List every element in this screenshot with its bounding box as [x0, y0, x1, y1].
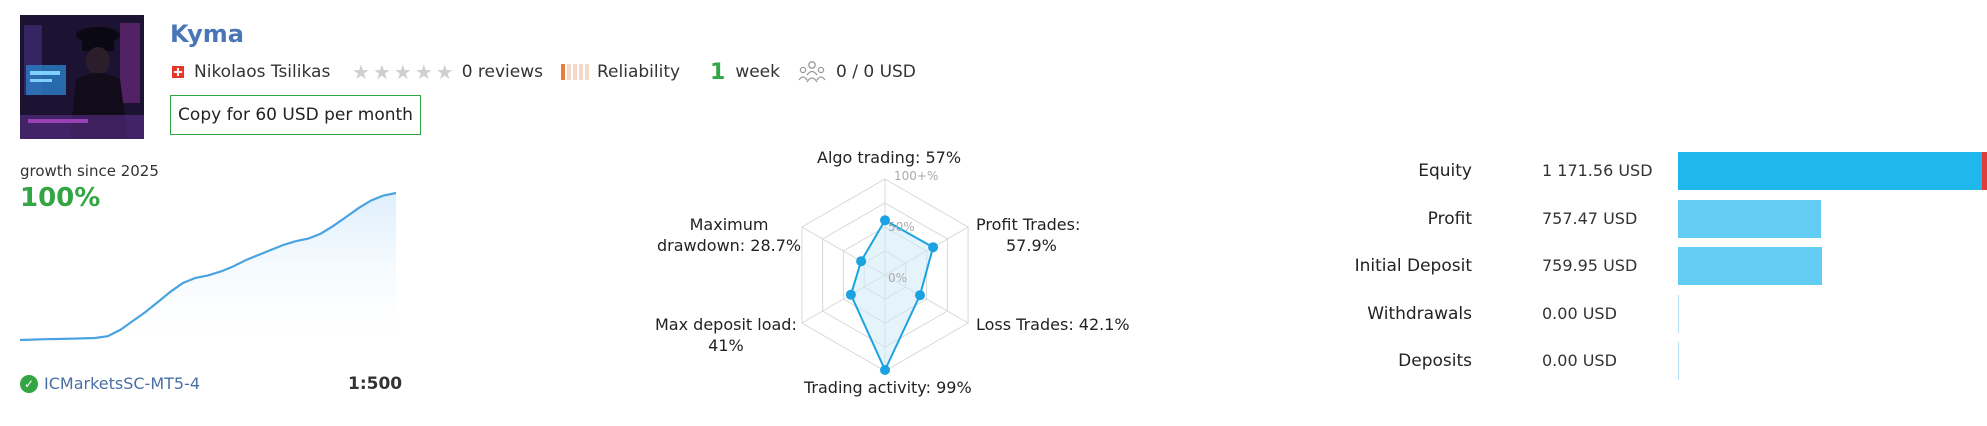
radar-label-drawdown-value: drawdown: 28.7% — [657, 236, 802, 255]
page-title[interactable]: Kyma — [170, 20, 244, 48]
radar-label-profit-title: Profit Trades: — [976, 215, 1081, 234]
subscribers-value: 0 / 0 USD — [836, 62, 916, 82]
subscribers-icon — [798, 61, 826, 83]
stat-bar-empty — [1678, 294, 1679, 333]
reliability-block: Reliability — [561, 60, 680, 84]
age-number: 1 — [710, 59, 726, 85]
server-name[interactable]: ICMarketsSC-MT5-4 — [44, 374, 201, 393]
radar-tick-50: 50% — [888, 220, 915, 234]
radar-chart: 100+% 50% 0% — [801, 169, 969, 375]
radar-label-drawdown-title: Maximum — [689, 215, 769, 234]
stat-label: Withdrawals — [1367, 303, 1472, 324]
stat-value: 1 171.56 USD — [1542, 161, 1653, 180]
radar-point[interactable] — [845, 289, 856, 300]
author-block: Nikolaos Tsilikas — [172, 60, 330, 84]
radar-point[interactable] — [880, 365, 890, 375]
radar-label-deposit-title: Max deposit load: — [655, 315, 797, 334]
author-name[interactable]: Nikolaos Tsilikas — [194, 62, 331, 82]
radar-label-loss: Loss Trades: 42.1% — [976, 315, 1130, 334]
growth-label: growth since 2025 — [20, 162, 159, 180]
verified-check-icon: ✓ — [20, 374, 38, 393]
stat-value: 0.00 USD — [1542, 303, 1617, 323]
stat-value: 759.95 USD — [1542, 256, 1638, 275]
swiss-flag-icon — [172, 66, 184, 78]
radar-label-activity: Trading activity: 99% — [804, 378, 972, 397]
radar-tick-0: 0% — [888, 271, 907, 285]
leverage-value: 1:500 — [348, 374, 403, 394]
age-unit: week — [735, 62, 780, 82]
sparkline-area — [20, 193, 396, 347]
radar-point[interactable] — [928, 242, 939, 253]
broker-server[interactable]: ✓ ICMarketsSC-MT5-4 — [20, 374, 200, 393]
stat-label: Deposits — [1398, 351, 1472, 371]
reliability-label: Reliability — [597, 62, 681, 82]
radar-label-deposit-load: Max deposit load: 41% — [655, 314, 797, 356]
stat-bar — [1678, 247, 1823, 285]
avatar — [20, 15, 144, 139]
avatar-image — [20, 15, 144, 139]
stat-bar-empty — [1678, 342, 1679, 380]
radar-label-algo: Algo trading: 57% — [817, 148, 962, 167]
radar-point[interactable] — [856, 256, 867, 267]
radar-label-drawdown: Maximum drawdown: 28.7% — [657, 214, 801, 256]
reviews-count[interactable]: 0 reviews — [461, 62, 543, 82]
stat-label: Profit — [1427, 208, 1472, 229]
subscribers-block: 0 / 0 USD — [798, 60, 916, 84]
stat-bar-loss — [1982, 152, 1987, 190]
age-block: 1 week — [710, 59, 780, 85]
radar-point[interactable] — [915, 290, 925, 301]
rating-stars-icon: ★ ★ ★ ★ ★ — [352, 60, 454, 84]
radar-tick-100: 100+% — [894, 169, 938, 183]
radar-label-profit-value: 57.9% — [1006, 236, 1057, 255]
radar-point[interactable] — [880, 215, 890, 226]
stat-value: 757.47 USD — [1542, 208, 1638, 228]
radar-points — [845, 215, 939, 375]
reliability-bars-icon — [561, 64, 589, 80]
stat-bar — [1678, 199, 1822, 238]
stat-value: 0.00 USD — [1542, 351, 1617, 370]
stat-bar — [1678, 152, 1983, 190]
growth-value: 100% — [20, 183, 101, 213]
radar-label-deposit-value: 41% — [708, 336, 744, 355]
sparkline-line — [20, 191, 397, 342]
radar-label-profit: Profit Trades: 57.9% — [976, 214, 1080, 256]
reviews-block[interactable]: ★ ★ ★ ★ ★ 0 reviews — [352, 60, 543, 84]
stat-label: Equity — [1418, 161, 1472, 181]
growth-sparkline-chart — [20, 191, 397, 347]
stat-label: Initial Deposit — [1354, 256, 1472, 276]
copy-subscribe-button[interactable]: Copy for 60 USD per month — [170, 95, 421, 135]
